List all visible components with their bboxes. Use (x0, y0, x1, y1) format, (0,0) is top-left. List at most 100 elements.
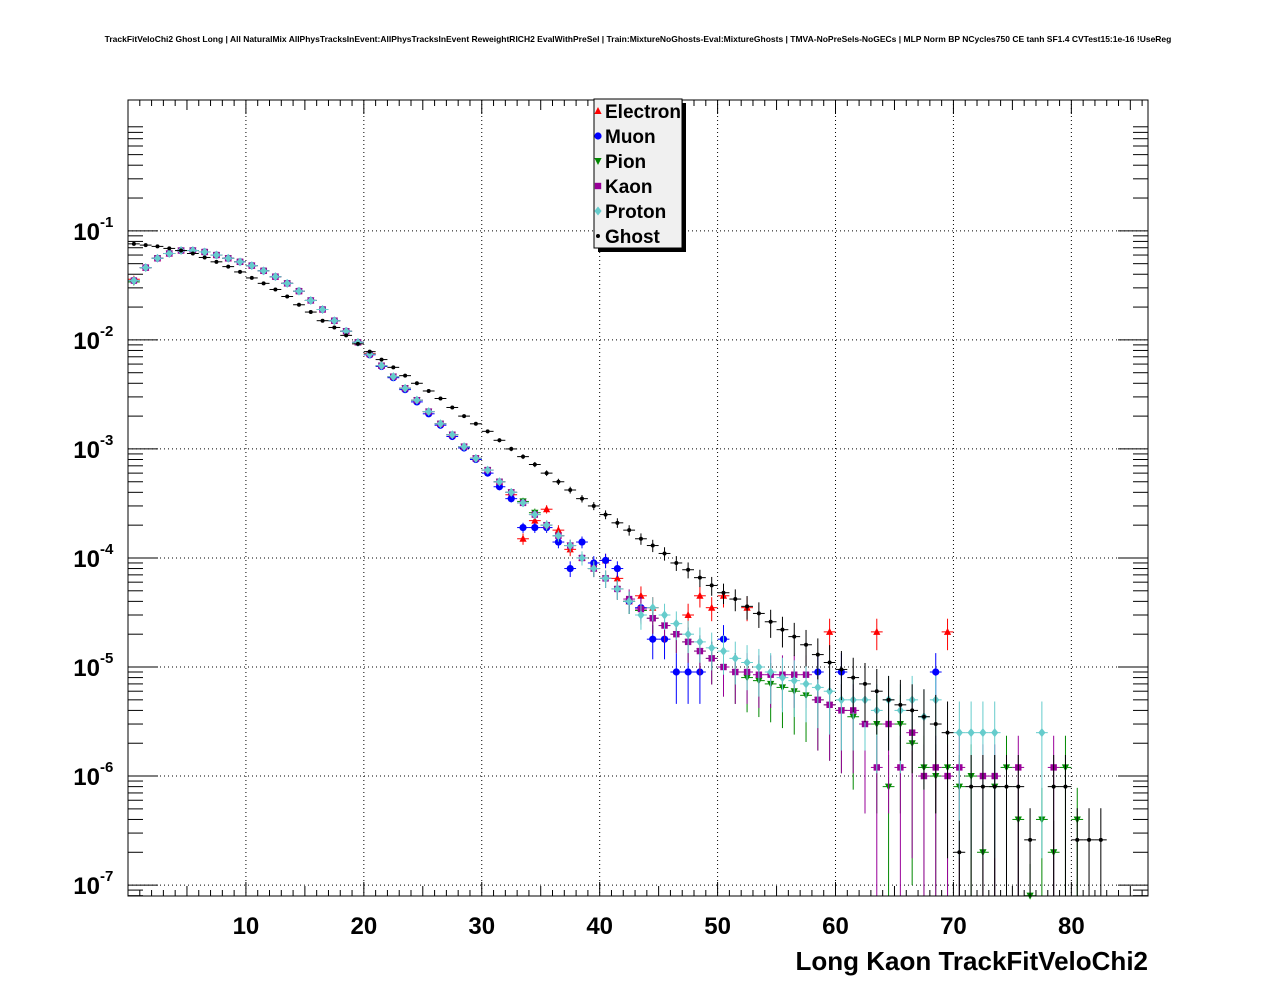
data-point-ghost (965, 754, 978, 896)
data-point-proton (741, 645, 753, 691)
marker-diamond (590, 564, 598, 574)
marker-dot (615, 520, 620, 525)
marker-dot (1028, 837, 1033, 842)
marker-dot (273, 287, 278, 292)
legend-entry-proton: Proton (594, 202, 666, 223)
data-point-muon (670, 653, 683, 704)
data-point-ghost (729, 589, 742, 612)
y-tick-exponent: -3 (100, 432, 113, 449)
data-point-proton (493, 477, 506, 487)
y-tick-exponent: -1 (100, 214, 113, 231)
marker-dot (1075, 837, 1080, 842)
data-point-proton (222, 253, 235, 263)
data-point-ghost (776, 616, 789, 648)
marker-diamond (377, 361, 386, 371)
marker-dot (190, 251, 195, 256)
data-point-ghost (328, 325, 341, 330)
y-tick-exponent: -4 (100, 541, 114, 558)
marker-dot (745, 604, 750, 609)
data-point-electron (823, 618, 836, 651)
marker-diamond (578, 553, 586, 563)
marker-dot (226, 264, 231, 269)
data-point-ghost (823, 645, 836, 691)
data-point-ghost (517, 454, 529, 460)
data-point-proton (611, 580, 624, 600)
data-point-ghost (941, 701, 954, 859)
marker-circle (554, 538, 563, 546)
marker-triangle-up (531, 516, 539, 524)
marker-diamond (826, 686, 834, 696)
marker-triangle-up (613, 574, 621, 582)
marker-diamond (153, 253, 162, 263)
marker-dot (827, 660, 832, 665)
data-point-proton (670, 611, 683, 641)
marker-diamond (778, 673, 787, 683)
marker-dot (167, 246, 172, 251)
marker-dot (815, 652, 820, 657)
data-point-ghost (422, 388, 435, 393)
marker-dot (414, 381, 419, 386)
data-point-ghost (705, 576, 718, 596)
data-point-proton (788, 660, 801, 718)
data-point-proton (1035, 701, 1048, 859)
marker-diamond (955, 728, 963, 738)
marker-circle (566, 564, 574, 573)
data-point-ghost (175, 248, 187, 253)
marker-dot (921, 714, 926, 719)
data-point-proton (505, 487, 518, 497)
data-point-ghost (977, 754, 989, 896)
data-point-ghost (257, 281, 270, 286)
marker-dot (556, 479, 561, 484)
data-point-proton (163, 248, 176, 258)
marker-dot (792, 634, 797, 639)
marker-dot (367, 349, 372, 354)
data-point-ghost (717, 583, 730, 605)
marker-dot (497, 438, 502, 443)
y-tick-exponent: -7 (100, 868, 113, 885)
data-point-ghost (670, 556, 683, 571)
data-point-proton (375, 361, 388, 371)
marker-diamond (436, 419, 445, 429)
data-point-proton (458, 442, 470, 452)
x-axis-title: Long Kaon TrackFitVeloChi2 (796, 946, 1149, 976)
marker-dot (1051, 784, 1056, 789)
marker-dot (296, 302, 301, 307)
legend-marker-dot (596, 234, 600, 238)
marker-diamond (130, 276, 138, 286)
data-point-proton (552, 530, 565, 542)
data-point-proton (269, 272, 282, 282)
x-tick-label: 60 (822, 913, 849, 940)
data-point-ghost (741, 595, 753, 620)
data-point-muon (599, 553, 612, 569)
data-point-proton (705, 632, 718, 671)
data-point-proton (528, 510, 541, 520)
marker-dot (768, 619, 773, 624)
marker-circle (578, 538, 586, 546)
data-point-proton (764, 653, 777, 704)
marker-dot (391, 365, 396, 370)
data-point-ghost (658, 547, 671, 561)
data-point-ghost (1012, 754, 1025, 896)
marker-diamond (625, 596, 633, 606)
data-point-ghost (210, 259, 223, 264)
marker-diamond (283, 278, 291, 288)
data-point-ghost (528, 461, 541, 468)
marker-triangle-up (943, 627, 952, 635)
marker-dot (532, 462, 537, 467)
data-point-ghost (198, 255, 211, 260)
data-series (128, 241, 1107, 900)
data-point-ghost (1083, 808, 1095, 896)
marker-diamond (684, 629, 692, 639)
legend-entry-kaon: Kaon (594, 177, 653, 198)
data-point-ghost (128, 241, 140, 246)
data-point-electron (517, 533, 529, 545)
y-tick-label: 10 (73, 219, 100, 246)
y-tick-label: 10 (73, 437, 100, 464)
marker-dot (839, 667, 844, 672)
marker-circle (519, 523, 527, 532)
series-ghost (128, 241, 1107, 896)
data-point-proton (422, 407, 435, 417)
legend-entry-muon: Muon (594, 127, 656, 148)
marker-diamond (201, 247, 209, 257)
data-point-ghost (576, 495, 588, 503)
